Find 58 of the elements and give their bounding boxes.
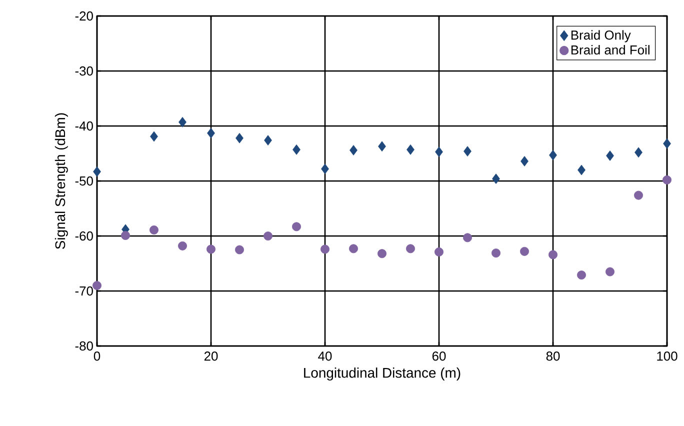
y-tick-label: -60: [75, 231, 93, 241]
point: [321, 164, 329, 174]
point: [606, 267, 615, 276]
point: [548, 250, 558, 260]
point: [406, 244, 416, 254]
point: [320, 244, 330, 254]
point: [150, 225, 158, 234]
y-tick-label: -50: [75, 176, 93, 186]
y-tick-label: -80: [75, 341, 93, 351]
y-tick-label: -40: [75, 121, 93, 131]
point: [350, 145, 358, 156]
point: [435, 146, 443, 158]
legend-label: Braid Only: [571, 30, 631, 42]
y-tick-label: -30: [75, 66, 93, 76]
point: [378, 141, 386, 152]
point: [150, 131, 158, 142]
point: [577, 270, 586, 280]
x-tick-label: 20: [204, 352, 218, 361]
point: [520, 246, 530, 256]
point: [93, 166, 101, 177]
x-tick-label: 60: [432, 352, 446, 361]
point: [463, 233, 472, 242]
point: [662, 175, 672, 184]
point: [92, 281, 102, 290]
point: [663, 138, 671, 149]
x-tick-label: 80: [546, 352, 560, 361]
point: [549, 150, 557, 160]
point: [606, 150, 614, 161]
point: [634, 147, 642, 158]
point: [520, 156, 528, 166]
point: [578, 164, 586, 176]
point: [178, 241, 187, 250]
point: [634, 190, 644, 200]
point: [492, 248, 501, 258]
y-tick-label: -70: [75, 286, 93, 296]
point: [492, 174, 500, 184]
point: [292, 144, 300, 155]
point: [236, 132, 244, 144]
y-tick-label: -20: [75, 11, 93, 21]
y-axis-title: Signal Strength (dBm): [54, 113, 68, 249]
x-tick-label: 40: [318, 352, 332, 361]
point: [206, 244, 216, 254]
x-axis-title: Longitudinal Distance (m): [304, 368, 460, 381]
point: [292, 222, 301, 232]
point: [406, 144, 414, 155]
point: [378, 249, 387, 258]
point: [235, 245, 244, 254]
legend-label: Braid and Foil: [571, 45, 650, 55]
point: [264, 135, 272, 146]
point: [178, 116, 186, 128]
point: [349, 244, 358, 254]
point: [264, 232, 272, 240]
x-tick-label: 100: [657, 352, 678, 361]
x-tick-label: 0: [94, 352, 100, 361]
point: [121, 230, 130, 240]
point: [464, 146, 472, 157]
point: [207, 128, 215, 138]
point: [434, 247, 444, 256]
